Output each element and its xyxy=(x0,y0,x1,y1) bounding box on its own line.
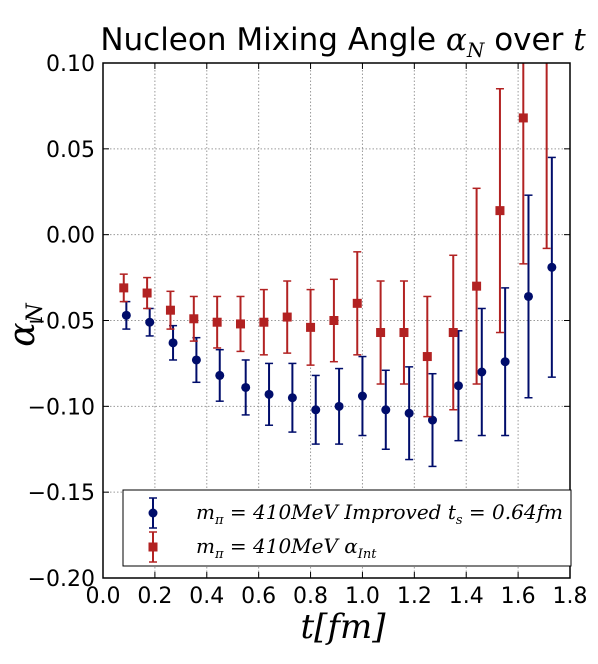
data-point xyxy=(142,288,152,298)
x-tick-label: 1.6 xyxy=(501,584,536,609)
series-1 xyxy=(119,63,551,418)
x-tick-label: 1.2 xyxy=(397,584,432,609)
data-point xyxy=(241,382,251,392)
x-tick-label: 1.8 xyxy=(553,584,588,609)
legend-marker-circle xyxy=(148,508,158,518)
data-point xyxy=(500,357,510,367)
data-point xyxy=(168,338,178,348)
x-axis-label: t[fm] xyxy=(300,607,386,647)
y-tick-label: 0.00 xyxy=(46,224,95,249)
x-tick-label: 0.0 xyxy=(86,584,121,609)
data-point xyxy=(264,389,274,399)
data-point xyxy=(306,322,316,332)
y-tick-label: −0.05 xyxy=(28,310,95,335)
legend: mπ = 410MeV Improved ts = 0.64fm mπ = 41… xyxy=(122,489,572,567)
legend-marker-square xyxy=(148,542,158,552)
series-layer xyxy=(119,63,557,468)
x-tick-label: 1.0 xyxy=(345,584,380,609)
data-point xyxy=(381,405,391,415)
data-point xyxy=(404,408,414,418)
legend-label-improved: mπ = 410MeV Improved ts = 0.64fm xyxy=(196,500,563,528)
data-point xyxy=(145,317,155,327)
y-tick-label: 0.10 xyxy=(46,52,95,77)
data-point xyxy=(399,328,409,338)
data-point xyxy=(334,401,344,411)
y-tick-label: −0.15 xyxy=(28,481,95,506)
x-tick-label: 0.4 xyxy=(189,584,224,609)
data-point xyxy=(215,370,225,380)
data-point xyxy=(422,352,432,362)
x-tick-label: 0.2 xyxy=(137,584,172,609)
series-0 xyxy=(121,156,557,468)
data-point xyxy=(352,298,362,308)
x-tick-label: 0.6 xyxy=(241,584,276,609)
x-tick-label: 0.8 xyxy=(293,584,328,609)
data-point xyxy=(191,355,201,365)
legend-label-int: mπ = 410MeV αInt xyxy=(196,534,377,562)
data-point xyxy=(259,317,269,327)
data-point xyxy=(165,305,175,315)
y-tick-label: −0.20 xyxy=(28,567,95,592)
data-point xyxy=(518,113,528,123)
chart-title: Nucleon Mixing Angle αN over t xyxy=(100,22,586,62)
data-point xyxy=(427,415,437,425)
x-tick-label: 1.4 xyxy=(449,584,484,609)
data-point xyxy=(119,283,129,293)
data-point xyxy=(547,262,557,272)
data-point xyxy=(472,281,482,291)
legend-box xyxy=(122,489,572,567)
data-point xyxy=(311,405,321,415)
tick-labels: 0.0 0.2 0.4 0.6 0.8 1.0 1.2 1.4 1.6 1.8 0.10 0.05 0.… xyxy=(28,52,588,609)
data-point xyxy=(448,328,458,338)
data-point xyxy=(282,312,292,322)
data-point xyxy=(453,381,463,391)
data-point xyxy=(357,391,367,401)
data-point xyxy=(495,206,505,216)
data-point xyxy=(477,367,487,377)
data-point xyxy=(523,291,533,301)
y-tick-label: −0.10 xyxy=(28,395,95,420)
data-point xyxy=(329,316,339,325)
data-point xyxy=(189,314,199,324)
y-tick-label: 0.05 xyxy=(46,138,95,163)
data-point xyxy=(287,393,297,403)
data-point xyxy=(236,319,246,329)
data-point xyxy=(212,317,222,327)
data-point xyxy=(376,328,386,338)
data-point xyxy=(121,310,131,320)
plot-frame xyxy=(102,62,571,579)
y-axis-label: αN xyxy=(2,302,48,346)
